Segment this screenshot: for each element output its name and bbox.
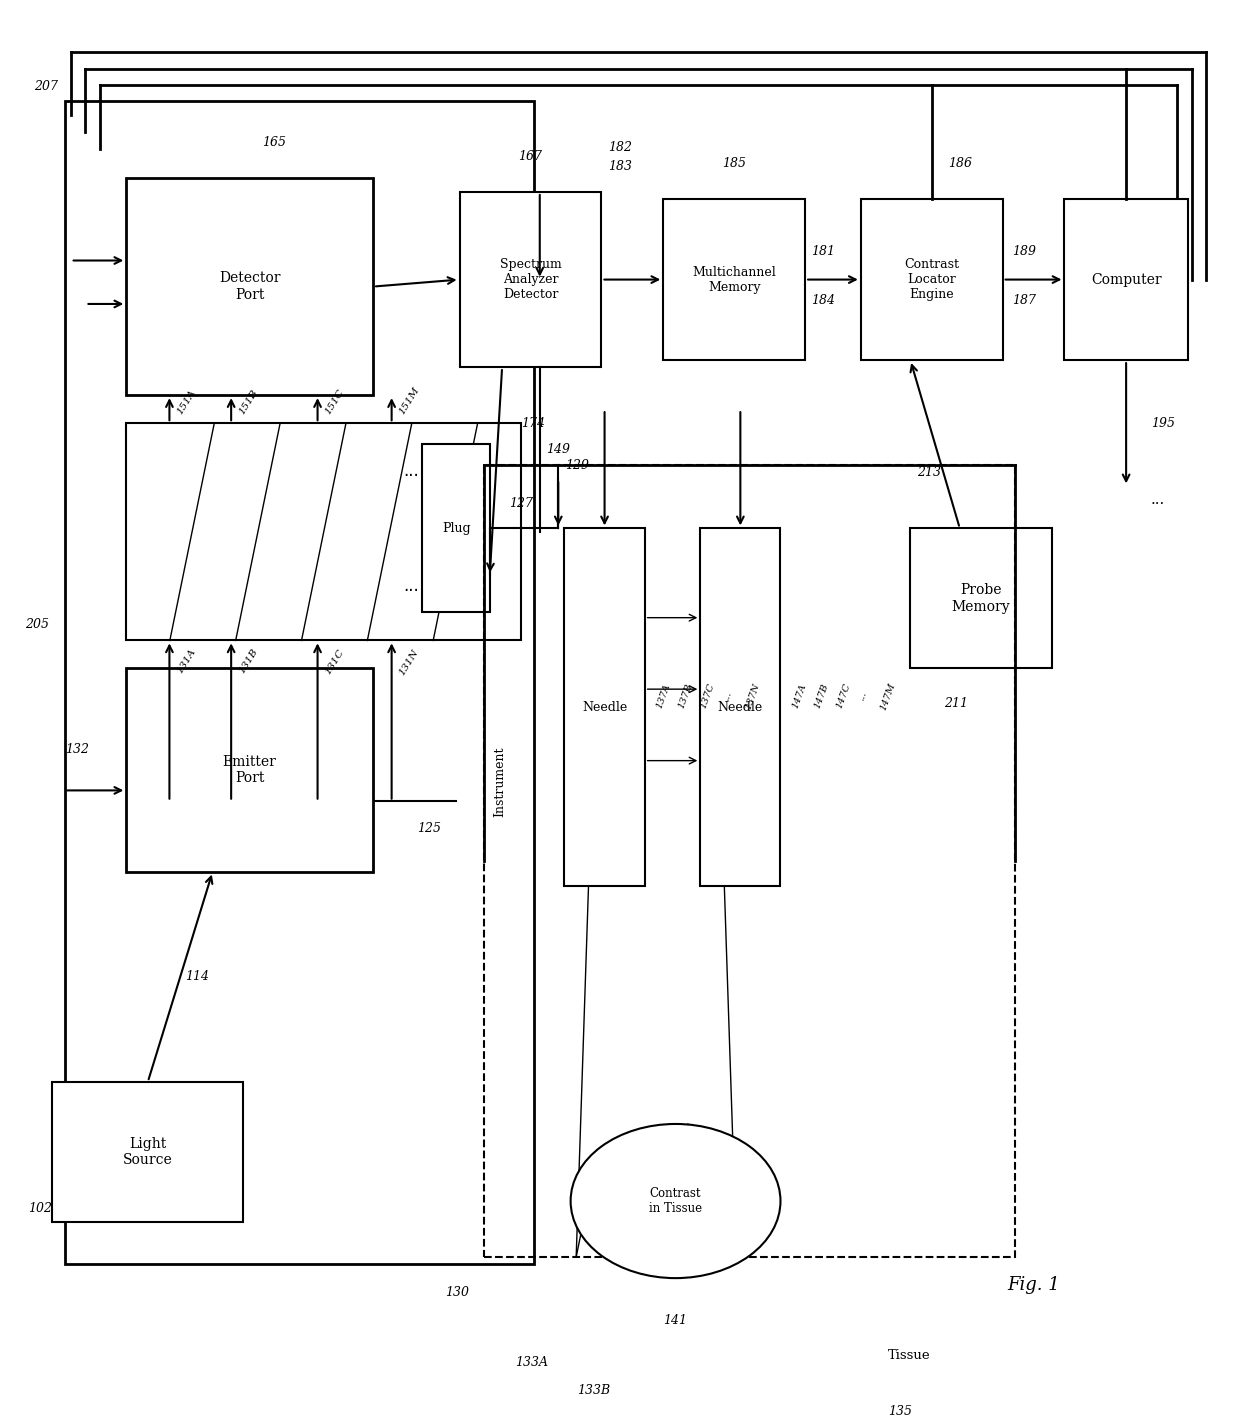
Text: Computer: Computer: [1091, 272, 1162, 287]
Text: 189: 189: [1013, 245, 1037, 258]
Text: Multichannel
Memory: Multichannel Memory: [692, 265, 776, 294]
Text: 137A: 137A: [655, 683, 672, 710]
Bar: [126, 668, 373, 871]
Text: 125: 125: [417, 822, 440, 836]
Text: 207: 207: [33, 81, 58, 94]
Text: 187: 187: [1013, 294, 1037, 307]
Text: 129: 129: [564, 458, 589, 471]
Text: 130: 130: [445, 1286, 469, 1298]
Bar: [1064, 199, 1188, 360]
Text: Needle: Needle: [718, 701, 763, 714]
Text: Light
Source: Light Source: [123, 1137, 172, 1166]
Text: Plug: Plug: [443, 522, 471, 535]
Text: 195: 195: [1151, 417, 1174, 430]
Text: 133B: 133B: [577, 1384, 610, 1396]
Text: 131C: 131C: [324, 647, 346, 675]
Text: ...: ...: [403, 463, 419, 480]
Text: 137B: 137B: [677, 683, 694, 710]
Text: 102: 102: [27, 1202, 52, 1215]
Text: 182: 182: [608, 140, 631, 153]
Text: Instrument: Instrument: [494, 746, 507, 817]
Text: 151B: 151B: [237, 389, 259, 416]
Text: 151M: 151M: [398, 386, 422, 416]
Text: ...: ...: [857, 690, 869, 702]
Text: 141: 141: [663, 1314, 687, 1327]
Text: 135: 135: [888, 1405, 911, 1418]
Text: ...: ...: [403, 578, 419, 595]
Text: Contrast
in Tissue: Contrast in Tissue: [649, 1188, 702, 1215]
Text: 151C: 151C: [324, 387, 346, 416]
Bar: [64, 101, 533, 1264]
Text: 149: 149: [547, 443, 570, 455]
Text: 167: 167: [518, 150, 543, 163]
Text: 131A: 131A: [176, 647, 197, 675]
Text: ...: ...: [1151, 494, 1166, 508]
Text: 185: 185: [722, 158, 746, 170]
Text: 174: 174: [521, 417, 544, 430]
Text: Fig. 1: Fig. 1: [1007, 1276, 1060, 1294]
Bar: [484, 465, 1016, 1257]
Text: 137C: 137C: [699, 683, 717, 710]
Bar: [126, 177, 373, 396]
Text: 184: 184: [811, 294, 836, 307]
Bar: [126, 423, 521, 640]
Bar: [701, 528, 780, 885]
Text: 151A: 151A: [176, 389, 197, 416]
Text: 181: 181: [811, 245, 836, 258]
Text: Needle: Needle: [582, 701, 627, 714]
Text: Probe
Memory: Probe Memory: [952, 583, 1011, 613]
Text: 165: 165: [263, 136, 286, 149]
Bar: [663, 199, 805, 360]
Text: 147B: 147B: [812, 683, 830, 710]
Bar: [910, 528, 1052, 668]
Text: 147A: 147A: [790, 683, 807, 710]
Text: 114: 114: [185, 971, 210, 983]
Text: 147C: 147C: [835, 683, 852, 710]
Text: 211: 211: [945, 697, 968, 710]
Text: 213: 213: [916, 465, 941, 478]
Bar: [460, 192, 601, 368]
Text: ...: ...: [722, 690, 733, 702]
Bar: [861, 199, 1003, 360]
Text: 186: 186: [949, 158, 972, 170]
Text: 133A: 133A: [515, 1355, 548, 1369]
Text: 147M: 147M: [879, 681, 898, 711]
Text: 131B: 131B: [237, 647, 259, 675]
Text: 131N: 131N: [398, 647, 420, 677]
Text: 137N: 137N: [744, 681, 761, 711]
Text: Contrast
Locator
Engine: Contrast Locator Engine: [904, 258, 960, 301]
Text: 132: 132: [64, 744, 89, 756]
Text: Tissue: Tissue: [888, 1348, 930, 1362]
Bar: [564, 528, 645, 885]
Bar: [52, 1081, 243, 1222]
Text: 127: 127: [510, 497, 533, 509]
Text: 183: 183: [608, 160, 631, 173]
Text: Spectrum
Analyzer
Detector: Spectrum Analyzer Detector: [500, 258, 562, 301]
Text: Emitter
Port: Emitter Port: [223, 755, 277, 785]
Ellipse shape: [570, 1124, 780, 1279]
Bar: [423, 444, 490, 613]
Text: 205: 205: [25, 617, 50, 631]
Text: Detector
Port: Detector Port: [219, 271, 280, 302]
